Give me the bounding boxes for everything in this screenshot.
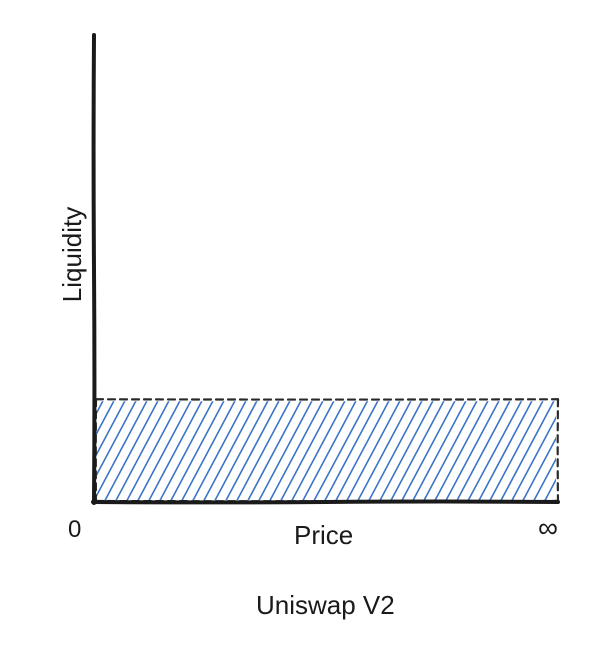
x-axis-label: Price bbox=[294, 520, 353, 551]
x-axis-max-label: ∞ bbox=[538, 512, 558, 544]
x-axis-min-label: 0 bbox=[68, 516, 81, 544]
y-axis-label: Liquidity bbox=[57, 206, 88, 301]
liquidity-chart bbox=[0, 0, 603, 654]
chart-caption: Uniswap V2 bbox=[256, 590, 395, 621]
